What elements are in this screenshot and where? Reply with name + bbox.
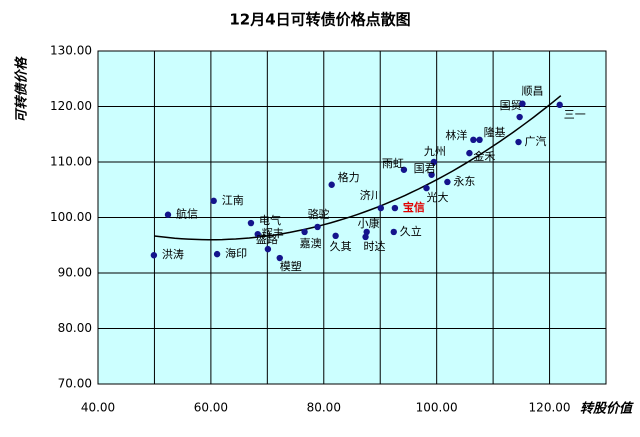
point: [314, 223, 321, 231]
point-label: 海印: [225, 246, 247, 260]
point-label: 电气: [259, 213, 281, 227]
point: [390, 228, 397, 236]
trendline: [154, 95, 562, 241]
y-tick-label: 90.00: [58, 266, 92, 280]
point-label: 九州: [424, 145, 446, 158]
point: [377, 204, 384, 212]
point-label: 骆驼: [308, 207, 330, 221]
point-label: 航信: [176, 207, 198, 221]
point-label: 江南: [222, 194, 244, 207]
point-label: 金禾: [473, 149, 495, 163]
point: [301, 228, 308, 236]
point: [328, 181, 335, 188]
x-tick-label: 40.00: [81, 401, 115, 415]
x-tick-label: 60.00: [194, 401, 228, 415]
point: [466, 149, 473, 157]
point: [476, 136, 483, 143]
point-label: 永东: [453, 174, 475, 188]
point-label: 久其: [330, 240, 352, 253]
x-axis-label: 转股价值: [580, 401, 634, 417]
point: [247, 219, 255, 227]
point: [556, 101, 563, 109]
point: [423, 184, 430, 192]
point: [391, 204, 399, 212]
point-label: 光大: [427, 190, 449, 204]
point: [213, 250, 221, 258]
y-axis-label: 可转债价格: [14, 56, 30, 123]
point: [332, 232, 339, 240]
x-tick-label: 100.00: [416, 401, 458, 415]
x-tick-label: 80.00: [307, 401, 341, 415]
point-label: 辉丰: [262, 227, 284, 240]
point: [210, 197, 217, 205]
point: [515, 138, 522, 146]
point: [164, 211, 172, 218]
y-tick-label: 110.00: [50, 155, 92, 169]
x-tick-label: 120.00: [529, 401, 571, 415]
chart-title: 12月4日可转债价格点散图: [229, 11, 410, 29]
y-tick-label: 100.00: [50, 210, 92, 224]
point-label: 广汽: [525, 134, 547, 148]
point-label: 顺昌: [521, 85, 543, 98]
point: [276, 254, 283, 262]
point: [363, 228, 370, 236]
y-tick-label: 130.00: [50, 44, 92, 58]
point-label: 隆基: [484, 125, 506, 139]
point-label: 林洋: [445, 128, 467, 142]
point: [150, 252, 158, 259]
point-label: 三一: [564, 108, 586, 121]
point: [516, 113, 523, 121]
point-label: 宝信: [403, 200, 425, 214]
point: [428, 171, 435, 178]
point-label: 雨虹: [382, 157, 404, 170]
point-label: 洪涛: [162, 247, 184, 261]
y-tick-label: 80.00: [58, 321, 92, 335]
point: [430, 158, 438, 166]
point: [519, 100, 526, 107]
point-label: 格力: [338, 170, 360, 184]
point-label: 小康: [358, 216, 380, 230]
point: [444, 178, 451, 186]
point: [362, 233, 369, 241]
y-tick-label: 120.00: [50, 99, 92, 113]
y-tick-label: 70.00: [58, 377, 92, 391]
point-label: 久立: [400, 224, 422, 238]
point-label: 国君: [414, 162, 436, 175]
point-label: 嘉澳: [300, 236, 322, 250]
point-label: 国贸: [500, 99, 522, 112]
point: [264, 245, 272, 253]
point-label: 济川: [360, 188, 382, 202]
point: [254, 230, 261, 238]
point: [470, 136, 477, 143]
point-label: 盛路: [256, 232, 278, 246]
point: [400, 166, 408, 173]
point-label: 模塑: [280, 259, 302, 273]
point-label: 时达: [364, 240, 386, 253]
